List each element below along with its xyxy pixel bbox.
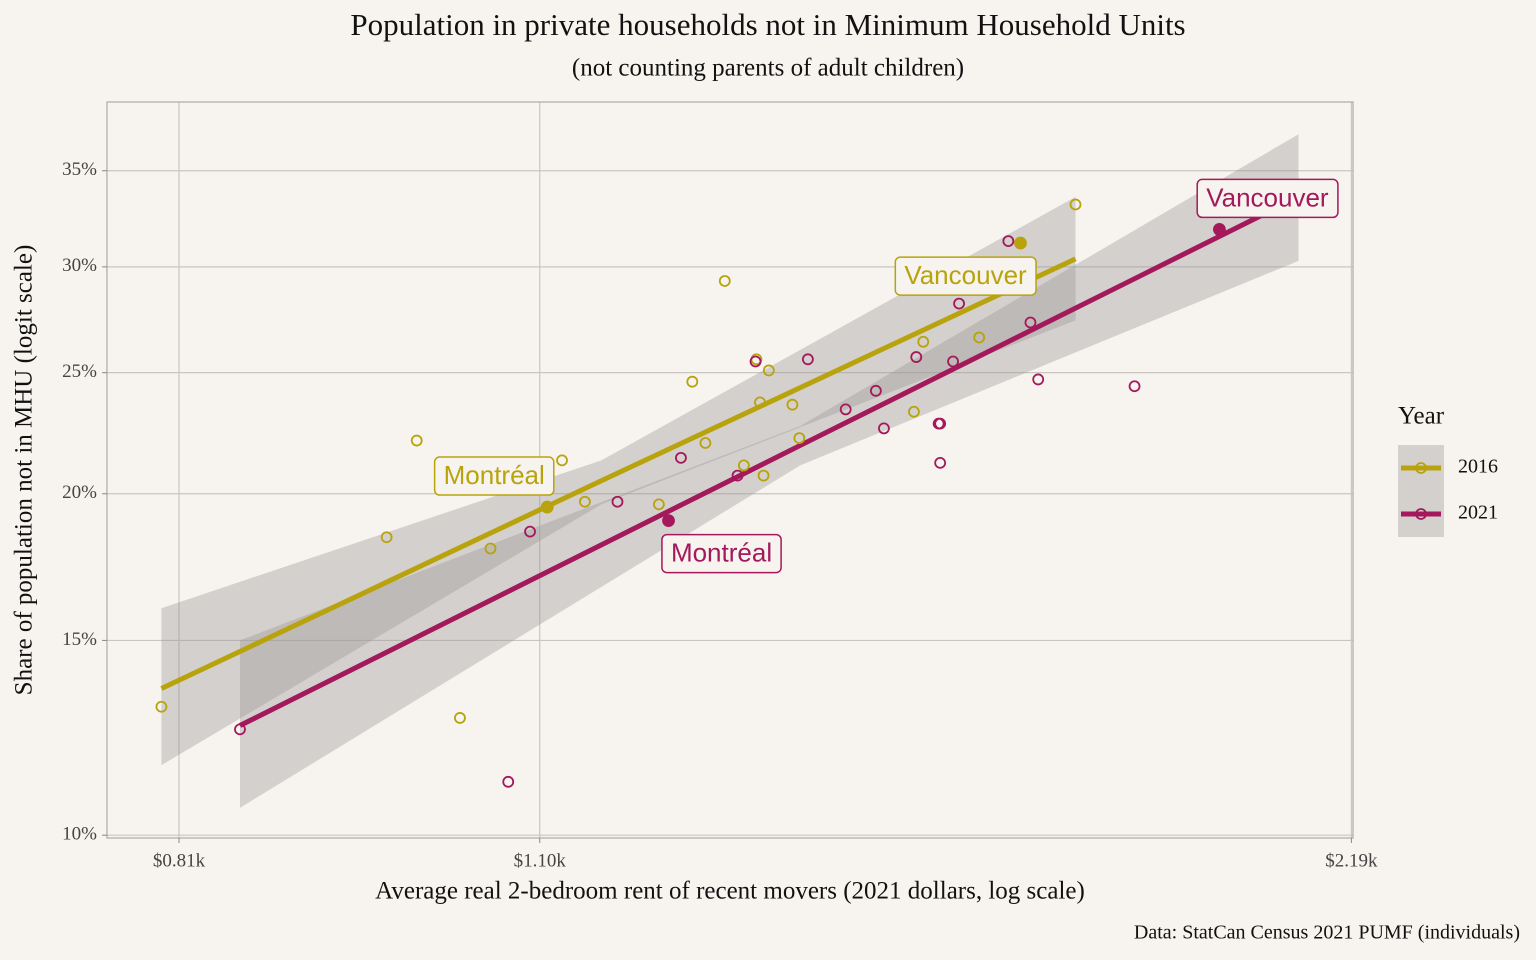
data-point — [1128, 380, 1141, 393]
x-tick-label: $0.81k — [153, 850, 206, 871]
data-point — [878, 422, 890, 435]
data-point — [737, 459, 750, 472]
data-point — [910, 351, 923, 363]
x-tick-label: $2.19k — [1325, 850, 1378, 871]
data-point — [234, 723, 246, 736]
data-point — [917, 335, 930, 348]
data-point — [662, 514, 675, 528]
data-point — [1069, 198, 1082, 211]
data-point — [686, 375, 699, 388]
data-point — [839, 403, 852, 416]
data-point — [953, 297, 965, 310]
x-axis-title: Average real 2-bedroom rent of recent mo… — [375, 878, 1085, 905]
data-point — [611, 495, 624, 508]
data-point — [410, 434, 423, 447]
data-point — [1212, 223, 1226, 236]
caption: Data: StatCan Census 2021 PUMF (individu… — [1134, 922, 1520, 944]
data-point — [757, 469, 770, 482]
annotation-label: Vancouver — [904, 260, 1027, 290]
data-point — [934, 417, 947, 430]
data-point — [1002, 235, 1015, 248]
data-point — [155, 700, 168, 713]
trend-line — [238, 194, 1300, 728]
data-point — [699, 437, 712, 449]
legend-label: 2021 — [1458, 502, 1498, 524]
data-point — [793, 432, 806, 445]
annotation-box — [661, 533, 782, 574]
annotation-box — [433, 456, 555, 496]
y-tick-label: 30% — [62, 255, 97, 276]
chart-subtitle: (not counting parents of adult children) — [572, 55, 964, 82]
legend-title: Year — [1398, 403, 1445, 430]
data-point — [524, 525, 536, 538]
chart-title: Population in private households not in … — [350, 7, 1185, 42]
annotation-box — [1196, 178, 1339, 219]
data-point — [652, 498, 665, 511]
data-point — [869, 384, 882, 397]
data-point — [762, 364, 775, 377]
y-tick-label: 35% — [62, 159, 97, 180]
data-point — [556, 454, 568, 467]
data-point — [675, 451, 687, 464]
annotation-box — [894, 256, 1037, 296]
data-point — [540, 500, 554, 514]
data-point — [934, 456, 947, 469]
data-point — [718, 275, 731, 287]
y-tick-label: 20% — [62, 482, 97, 503]
y-tick-label: 15% — [62, 629, 97, 650]
data-point — [786, 398, 799, 411]
data-point — [973, 331, 986, 344]
confidence-band — [239, 134, 1299, 808]
annotation-label: Vancouver — [1206, 182, 1329, 212]
data-point — [908, 405, 920, 418]
data-point — [801, 353, 814, 366]
data-point — [947, 355, 959, 368]
data-point — [731, 469, 744, 482]
legend-point — [1415, 462, 1427, 474]
data-point — [1024, 316, 1037, 329]
data-point — [502, 775, 515, 788]
confidence-band — [161, 196, 1076, 766]
legend-label: 2016 — [1458, 456, 1498, 478]
data-point — [380, 531, 393, 544]
data-point — [484, 542, 497, 555]
plot-border — [106, 101, 1354, 839]
x-tick-label: $1.10k — [514, 850, 567, 871]
data-point — [579, 495, 591, 508]
data-point — [454, 712, 466, 724]
annotation-label: Montréal — [671, 537, 772, 567]
legend-point — [1415, 508, 1427, 520]
data-point — [1032, 373, 1045, 386]
y-axis-title: Share of population not in MHU (logit sc… — [11, 245, 38, 696]
data-point — [754, 396, 766, 409]
trend-line — [160, 256, 1077, 691]
data-point — [749, 355, 762, 368]
data-point — [1014, 236, 1027, 250]
annotation-label: Montréal — [444, 460, 545, 490]
y-tick-label: 10% — [62, 824, 97, 845]
y-tick-label: 25% — [62, 361, 97, 382]
